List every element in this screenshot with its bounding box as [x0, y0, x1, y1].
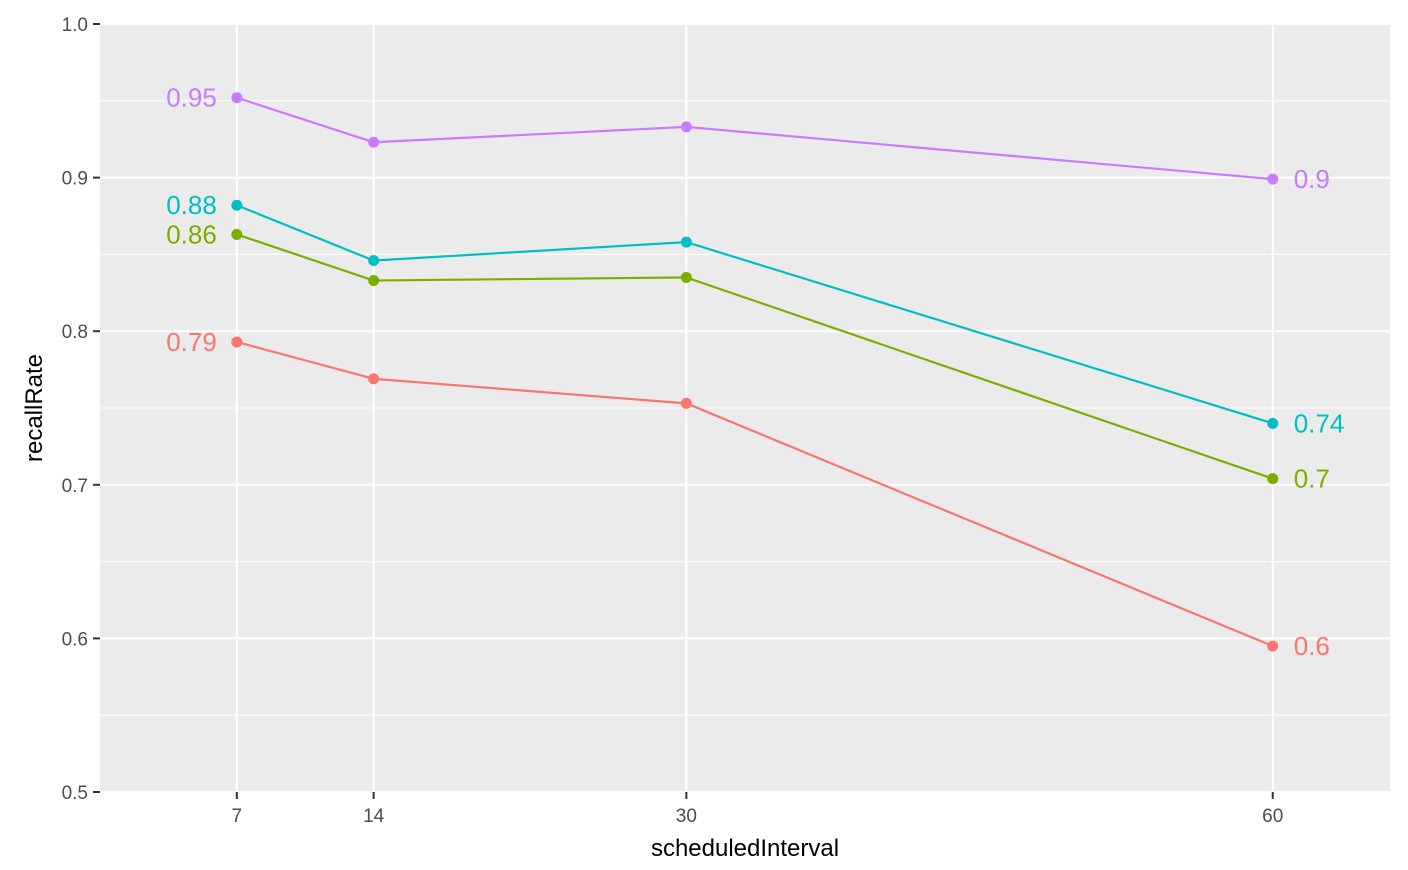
data-point — [680, 271, 692, 283]
series-line — [236, 204, 1274, 425]
series-2: 0.88 0.74 — [166, 190, 1344, 438]
series-line — [236, 340, 1274, 648]
data-point — [231, 199, 243, 211]
data-point — [368, 255, 380, 267]
end-value-label: 0.7 — [1294, 464, 1330, 494]
data-point — [680, 236, 692, 248]
axes: 0.5 0.6 0.7 0.8 0.9 1.0 7 14 30 60 — [62, 15, 1284, 827]
start-value-label: 0.95 — [166, 83, 217, 113]
y-tick-label: 0.6 — [62, 629, 88, 650]
series-line — [236, 96, 1273, 181]
data-point — [1267, 640, 1279, 652]
x-tick-label: 60 — [1262, 806, 1283, 827]
data-point — [1267, 473, 1279, 485]
series-0: 0.79 0.6 — [166, 327, 1330, 661]
data-point — [1267, 173, 1279, 185]
data-point — [231, 336, 243, 348]
y-tick-label: 0.8 — [62, 322, 88, 343]
series-line — [236, 233, 1274, 480]
data-point — [1267, 417, 1279, 429]
start-value-label: 0.79 — [166, 327, 217, 357]
end-value-label: 0.9 — [1294, 164, 1330, 194]
y-axis-title: recallRate — [21, 354, 48, 462]
y-tick-label: 0.7 — [62, 476, 88, 497]
data-point — [680, 121, 692, 133]
end-value-label: 0.6 — [1294, 631, 1330, 661]
y-tick-label: 0.5 — [62, 783, 88, 804]
y-tick-label: 0.9 — [62, 169, 88, 190]
data-point — [368, 373, 380, 385]
x-tick-label: 30 — [676, 806, 697, 827]
series-1: 0.86 0.7 — [166, 219, 1330, 493]
start-value-label: 0.88 — [166, 190, 217, 220]
minor-gridlines — [100, 100, 1390, 716]
end-value-label: 0.74 — [1294, 408, 1345, 438]
x-tick-label: 7 — [232, 806, 243, 827]
data-point — [231, 228, 243, 240]
data-point — [231, 92, 243, 104]
data-point — [368, 136, 380, 148]
x-tick-label: 14 — [363, 806, 385, 827]
y-tick-label: 1.0 — [62, 15, 88, 36]
data-point — [368, 275, 380, 287]
series-layer: 0.79 0.6 0.86 0.7 0.88 0.74 0.95 0.9 — [166, 83, 1344, 661]
x-axis-title: scheduledInterval — [651, 835, 839, 862]
start-value-label: 0.86 — [166, 219, 217, 249]
series-3: 0.95 0.9 — [166, 83, 1330, 194]
data-point — [680, 397, 692, 409]
